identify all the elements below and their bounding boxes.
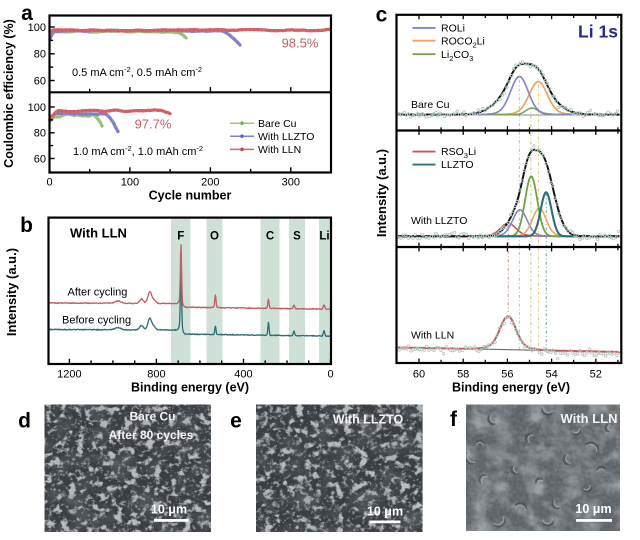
svg-text:C: C (266, 231, 274, 243)
svg-text:LLZTO: LLZTO (441, 159, 473, 171)
svg-text:After 80 cycles: After 80 cycles (109, 428, 194, 442)
svg-text:ROCO2Li: ROCO2Li (441, 35, 485, 49)
svg-text:e: e (230, 410, 242, 433)
svg-text:0: 0 (327, 369, 333, 381)
svg-text:ROLi: ROLi (441, 23, 465, 35)
svg-text:Before cycling: Before cycling (62, 315, 131, 327)
svg-text:F: F (177, 231, 184, 243)
svg-text:300: 300 (282, 177, 300, 189)
svg-text:52: 52 (590, 369, 602, 381)
svg-text:Bare Cu: Bare Cu (411, 99, 450, 111)
svg-text:Bare Cu: Bare Cu (129, 410, 175, 424)
svg-text:60: 60 (34, 153, 46, 165)
svg-text:400: 400 (234, 369, 252, 381)
svg-text:58: 58 (457, 369, 469, 381)
svg-text:80: 80 (34, 49, 46, 61)
svg-text:f: f (450, 408, 458, 431)
svg-text:With LLN: With LLN (411, 330, 454, 342)
svg-text:60: 60 (34, 75, 46, 87)
svg-text:RSO3Li: RSO3Li (441, 146, 476, 160)
svg-text:Binding energy (eV): Binding energy (eV) (452, 381, 570, 395)
svg-text:Li2CO3: Li2CO3 (441, 49, 473, 63)
svg-text:b: b (20, 214, 33, 237)
svg-text:80: 80 (34, 128, 46, 140)
svg-text:O: O (210, 231, 219, 243)
svg-text:100: 100 (28, 102, 46, 114)
svg-text:0: 0 (46, 177, 52, 189)
svg-text:100: 100 (121, 177, 139, 189)
svg-text:Binding energy (eV): Binding energy (eV) (131, 381, 249, 395)
svg-text:200: 200 (201, 177, 219, 189)
svg-text:60: 60 (413, 369, 425, 381)
svg-text:54: 54 (545, 369, 557, 381)
svg-text:56: 56 (501, 369, 513, 381)
svg-text:d: d (18, 410, 31, 433)
svg-text:Li 1s: Li 1s (578, 22, 618, 42)
svg-text:Li: Li (319, 231, 329, 243)
svg-text:800: 800 (147, 369, 165, 381)
svg-text:1.0 mA cm-2, 1.0 mAh cm-2: 1.0 mA cm-2, 1.0 mAh cm-2 (73, 144, 203, 159)
svg-text:0.5 mA cm-2, 0.5 mAh cm-2: 0.5 mA cm-2, 0.5 mAh cm-2 (72, 65, 202, 80)
svg-text:a: a (21, 2, 33, 25)
svg-text:With LLN: With LLN (258, 144, 301, 156)
svg-text:98.5%: 98.5% (282, 36, 319, 51)
svg-text:S: S (293, 231, 301, 243)
svg-text:With LLZTO: With LLZTO (411, 215, 467, 227)
svg-text:97.7%: 97.7% (135, 117, 172, 132)
svg-text:Intensity (a.u.): Intensity (a.u.) (4, 248, 19, 336)
svg-text:10 μm: 10 μm (575, 502, 611, 516)
svg-text:With LLN: With LLN (70, 226, 127, 241)
svg-text:1200: 1200 (57, 369, 81, 381)
svg-text:With LLZTO: With LLZTO (333, 413, 404, 427)
svg-text:Bare Cu: Bare Cu (258, 118, 297, 130)
svg-text:100: 100 (28, 22, 46, 34)
svg-text:With LLZTO: With LLZTO (258, 131, 314, 143)
svg-text:Coulombic efficiency (%): Coulombic efficiency (%) (2, 19, 16, 168)
svg-text:c: c (376, 4, 388, 27)
svg-text:After cycling: After cycling (68, 287, 128, 299)
svg-text:With LLN: With LLN (561, 411, 618, 426)
svg-text:10 μm: 10 μm (367, 505, 403, 519)
svg-text:Intensity (a.u.): Intensity (a.u.) (374, 149, 389, 237)
svg-text:10 μm: 10 μm (151, 503, 187, 517)
svg-text:Cycle number: Cycle number (149, 189, 232, 203)
